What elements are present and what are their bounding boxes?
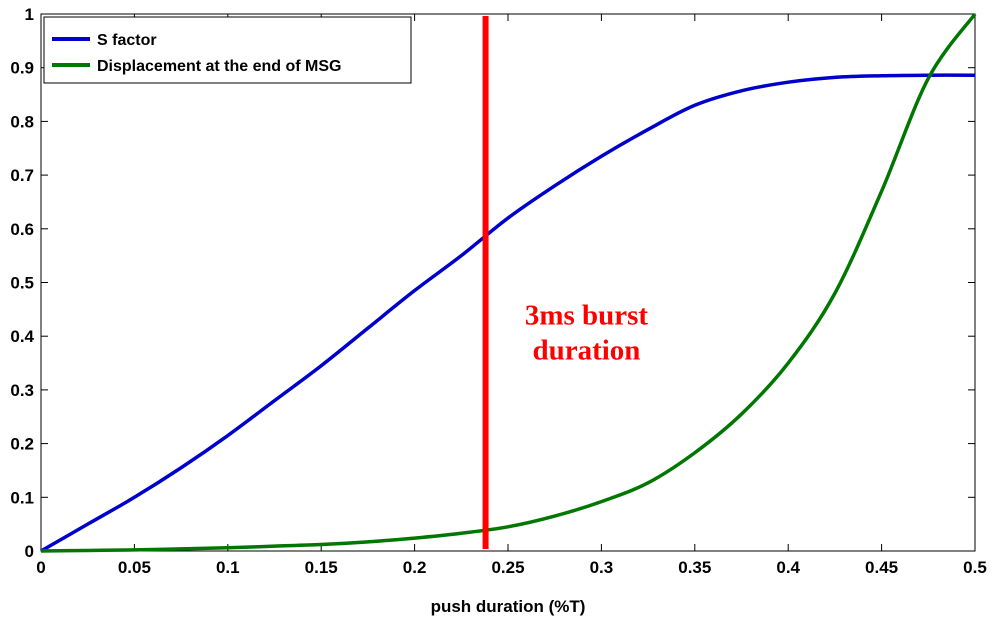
x-axis: 0 0.05 0.1 0.15 0.2 0.25 0.3 0.35 0.4 0.45 0.5 — [36, 14, 987, 577]
x-tick-label: 0.15 — [305, 558, 338, 577]
x-tick-label: 0 — [36, 558, 45, 577]
x-tick-label: 0.45 — [865, 558, 898, 577]
series-group — [40, 12, 977, 553]
y-axis: 0 0.1 0.2 0.3 0.4 0.5 0.6 0.7 0.8 0.9 1 — [10, 5, 975, 561]
x-tick-label: 0.5 — [963, 558, 987, 577]
y-tick-label: 0.3 — [10, 381, 34, 400]
y-tick-label: 0.5 — [10, 274, 34, 293]
y-tick-label: 0.2 — [10, 435, 34, 454]
series-line-0 — [40, 73, 976, 553]
series-line-1 — [40, 12, 977, 553]
x-axis-title: push duration (%T) — [431, 597, 586, 616]
x-tick-label: 0.4 — [776, 558, 800, 577]
annotation: 3ms burst duration — [525, 299, 649, 366]
y-tick-label: 0.8 — [10, 112, 34, 131]
x-tick-label: 0.3 — [590, 558, 614, 577]
x-tick-label: 0.1 — [216, 558, 240, 577]
x-tick-label: 0.25 — [491, 558, 524, 577]
x-tick-label: 0.35 — [678, 558, 711, 577]
annotation-line-2: duration — [532, 334, 640, 366]
legend-label-displacement: Displacement at the end of MSG — [97, 58, 341, 75]
annotation-line-1: 3ms burst — [525, 299, 649, 331]
y-tick-label: 0.7 — [10, 166, 34, 185]
y-tick-label: 0.1 — [10, 488, 34, 507]
legend: S factor Displacement at the end of MSG — [43, 16, 412, 84]
plot-area — [40, 13, 976, 552]
y-tick-label: 0 — [25, 542, 34, 561]
legend-box — [43, 16, 412, 84]
y-tick-label: 0.4 — [10, 327, 34, 346]
legend-label-s-factor: S factor — [97, 32, 157, 49]
y-tick-label: 0.9 — [10, 59, 34, 78]
x-tick-label: 0.2 — [403, 558, 427, 577]
y-tick-label: 1 — [25, 5, 34, 24]
y-tick-label: 0.6 — [10, 220, 34, 239]
x-tick-label: 0.05 — [118, 558, 151, 577]
